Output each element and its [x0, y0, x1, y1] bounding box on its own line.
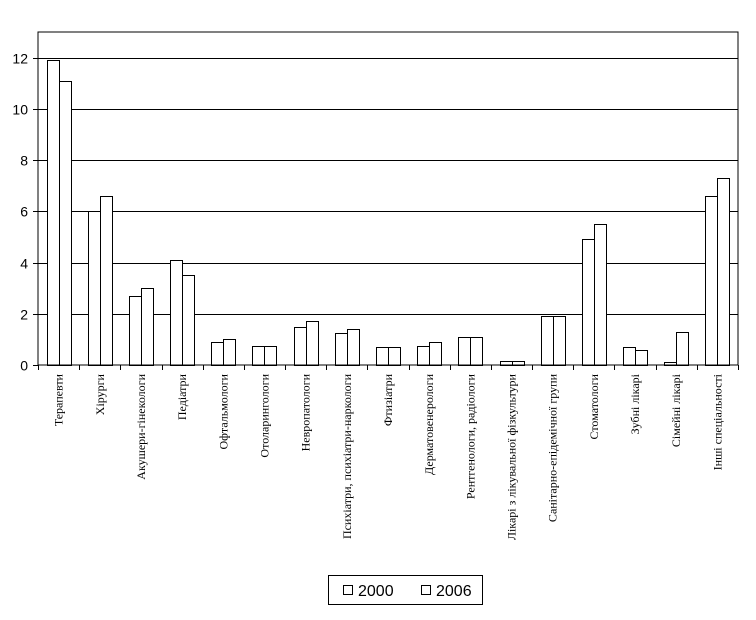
- legend-box: [328, 575, 483, 605]
- y-tick-label: 4: [20, 256, 28, 272]
- category-labels: Терапевти Хірурги Акушери-гінекологи Педіат…: [52, 373, 725, 540]
- legend-label-2006: 2006: [436, 583, 472, 600]
- y-tick-label: 2: [20, 307, 28, 323]
- bar-2006-7: [347, 329, 360, 366]
- bar-2000-1: [88, 211, 101, 366]
- bar-2006-13: [594, 224, 607, 366]
- category-label: Отоларингологи: [257, 373, 271, 457]
- category-label: Рентгенологи, радіологи: [463, 373, 477, 499]
- bar-2000-8: [376, 347, 389, 366]
- gridlines: [38, 58, 738, 315]
- bar-2006-4: [223, 339, 236, 366]
- axes: [33, 31, 739, 370]
- bar-2000-7: [335, 333, 348, 366]
- bar-2006-2: [141, 288, 154, 366]
- category-label: Педіатри: [175, 373, 189, 420]
- category-label: Терапевти: [52, 373, 66, 426]
- category-label: Санітарно-епідемічної групи: [546, 373, 560, 522]
- legend: 2000 2006: [328, 575, 483, 605]
- y-tick-label: 12: [12, 51, 28, 67]
- category-label: Сімейні лікарі: [669, 373, 683, 447]
- bar-2000-10: [458, 337, 471, 366]
- category-label: Невропатологи: [299, 373, 313, 451]
- bar-2000-14: [623, 347, 636, 366]
- y-tick-label: 6: [20, 204, 28, 220]
- category-label: Офтальмологи: [216, 373, 230, 449]
- bar-2000-12: [541, 316, 554, 366]
- category-label: Психіатри, психіатри-наркологи: [340, 373, 354, 539]
- bar-2000-3: [170, 260, 183, 366]
- y-tick-label: 10: [12, 102, 28, 118]
- bars: [47, 60, 730, 366]
- y-tick-label: 8: [20, 153, 28, 169]
- bar-2006-15: [676, 332, 689, 366]
- bar-2006-3: [182, 275, 195, 366]
- category-label: Дерматовенерологи: [422, 373, 436, 475]
- legend-label-2000: 2000: [358, 583, 394, 600]
- bar-2006-8: [388, 347, 401, 366]
- plot-frame: [37, 31, 739, 366]
- category-label: Фтизіатри: [381, 373, 395, 426]
- legend-swatch-2006: [421, 585, 431, 595]
- category-label: Лікарі з лікувальної фізкультури: [505, 373, 519, 540]
- bar-2006-9: [429, 342, 442, 366]
- category-label: Інші спеціальності: [710, 373, 724, 470]
- legend-swatch-2000: [343, 585, 353, 595]
- y-tick-label: 0: [20, 358, 28, 374]
- bar-2000-4: [211, 342, 224, 366]
- bar-2006-1: [100, 196, 113, 366]
- bar-2006-0: [59, 81, 72, 366]
- bar-2000-9: [417, 346, 430, 366]
- bar-2000-13: [582, 239, 595, 366]
- bar-2006-14: [635, 350, 648, 366]
- category-label: Стоматологи: [587, 373, 601, 439]
- bar-2000-5: [252, 346, 265, 366]
- bar-2006-16: [717, 178, 730, 366]
- bar-2000-6: [294, 327, 307, 366]
- bar-2000-0: [47, 60, 60, 366]
- bar-2000-16: [705, 196, 718, 366]
- category-label: Зубні лікарі: [628, 373, 642, 434]
- bar-2006-12: [553, 316, 566, 366]
- category-label: Акушери-гінекологи: [134, 373, 148, 479]
- bar-2006-5: [264, 346, 277, 366]
- y-tick-labels: 0 2 4 6 8 10 12: [12, 51, 28, 374]
- bar-2006-6: [306, 321, 319, 366]
- bar-2000-2: [129, 296, 142, 366]
- category-label: Хірурги: [93, 373, 107, 415]
- bar-2006-10: [470, 337, 483, 366]
